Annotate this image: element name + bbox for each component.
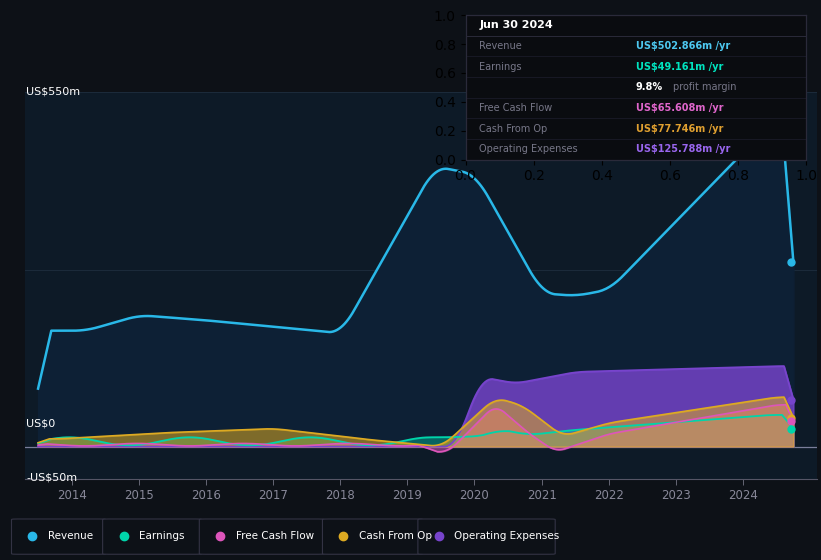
Text: Earnings: Earnings	[479, 62, 521, 72]
Text: profit margin: profit margin	[673, 82, 736, 92]
Text: Revenue: Revenue	[48, 531, 93, 541]
Text: Free Cash Flow: Free Cash Flow	[479, 103, 553, 113]
Text: Jun 30 2024: Jun 30 2024	[479, 21, 553, 30]
Text: US$65.608m /yr: US$65.608m /yr	[635, 103, 723, 113]
Text: US$550m: US$550m	[26, 87, 80, 97]
Text: -US$50m: -US$50m	[26, 472, 77, 482]
Text: Earnings: Earnings	[139, 531, 185, 541]
Text: US$125.788m /yr: US$125.788m /yr	[635, 144, 730, 155]
Text: Cash From Op: Cash From Op	[479, 124, 548, 134]
FancyBboxPatch shape	[103, 519, 202, 554]
Text: US$49.161m /yr: US$49.161m /yr	[635, 62, 723, 72]
Text: US$502.866m /yr: US$502.866m /yr	[635, 41, 730, 51]
FancyBboxPatch shape	[418, 519, 555, 554]
Text: Revenue: Revenue	[479, 41, 522, 51]
Text: Free Cash Flow: Free Cash Flow	[236, 531, 314, 541]
Text: Operating Expenses: Operating Expenses	[454, 531, 559, 541]
Text: US$77.746m /yr: US$77.746m /yr	[635, 124, 723, 134]
Text: US$0: US$0	[26, 419, 56, 429]
Text: Operating Expenses: Operating Expenses	[479, 144, 578, 155]
FancyBboxPatch shape	[200, 519, 324, 554]
Text: 9.8%: 9.8%	[635, 82, 663, 92]
Text: Cash From Op: Cash From Op	[359, 531, 432, 541]
FancyBboxPatch shape	[11, 519, 106, 554]
FancyBboxPatch shape	[323, 519, 423, 554]
